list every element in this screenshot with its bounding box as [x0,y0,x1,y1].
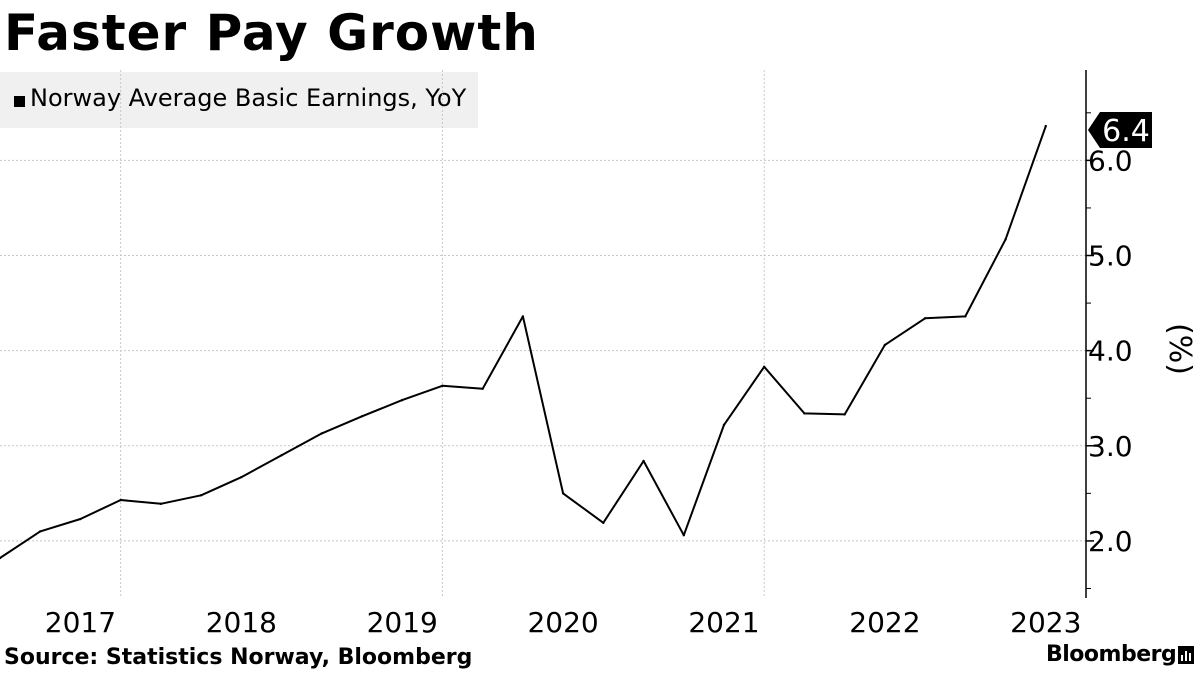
y-axis-label: (%) [1162,323,1197,375]
legend [0,72,478,128]
y-tick-label: 3.0 [1088,430,1133,463]
data-point [1044,124,1047,128]
data-point [803,412,806,415]
data-point [843,413,846,416]
chart-title: Faster Pay Growth [4,4,539,62]
series-line-norway-earnings [0,125,1047,559]
x-tick-label: 2020 [527,606,598,639]
grid-layer [0,70,1086,598]
data-point [561,492,565,495]
data-point [119,498,122,502]
source-note: Source: Statistics Norway, Bloomberg [4,645,473,670]
x-tick-label: 2017 [45,606,116,639]
x-tick-label: 2023 [1010,606,1081,639]
x-tick-label: 2019 [367,606,438,639]
data-point [401,398,404,402]
data-point [722,423,726,427]
data-point [39,530,42,533]
data-point [79,517,82,521]
y-tick-label: 6.0 [1088,144,1133,177]
legend-swatch [14,96,25,107]
data-point [883,343,887,347]
data-point [1004,238,1007,241]
data-point [280,454,283,457]
data-point [481,387,484,390]
bloomberg-logo: Bloomberg [1046,642,1177,667]
label-layer: 2.0 3.0 4.0 5.0 6.0 2017 2018 2019 2020 2021 2022 2… [45,112,1197,639]
data-point [199,494,203,497]
data-point [240,475,243,479]
data-point [0,556,2,560]
data-point [521,315,525,318]
y-tick-label: 5.0 [1088,240,1133,273]
data-point [320,432,323,435]
last-value-label: 6.4 [1102,114,1150,149]
legend-label: Norway Average Basic Earnings, YoY [30,84,467,112]
last-value-callout [1088,112,1152,148]
x-tick-label: 2021 [688,606,759,639]
data-point [360,415,364,418]
data-point [441,384,444,388]
data-point [923,317,927,320]
bloomberg-terminal-icon [1178,646,1194,664]
axis-layer [1085,70,1094,598]
data-point [763,365,766,369]
y-tick-label: 2.0 [1088,525,1133,558]
x-tick-label: 2022 [849,606,920,639]
data-point [642,459,645,463]
y-tick-label: 4.0 [1088,335,1133,368]
data-point [964,315,967,318]
series-layer [0,124,1047,560]
x-tick-label: 2018 [206,606,277,639]
data-point [682,534,685,537]
data-point [159,502,163,506]
data-point [602,521,605,525]
